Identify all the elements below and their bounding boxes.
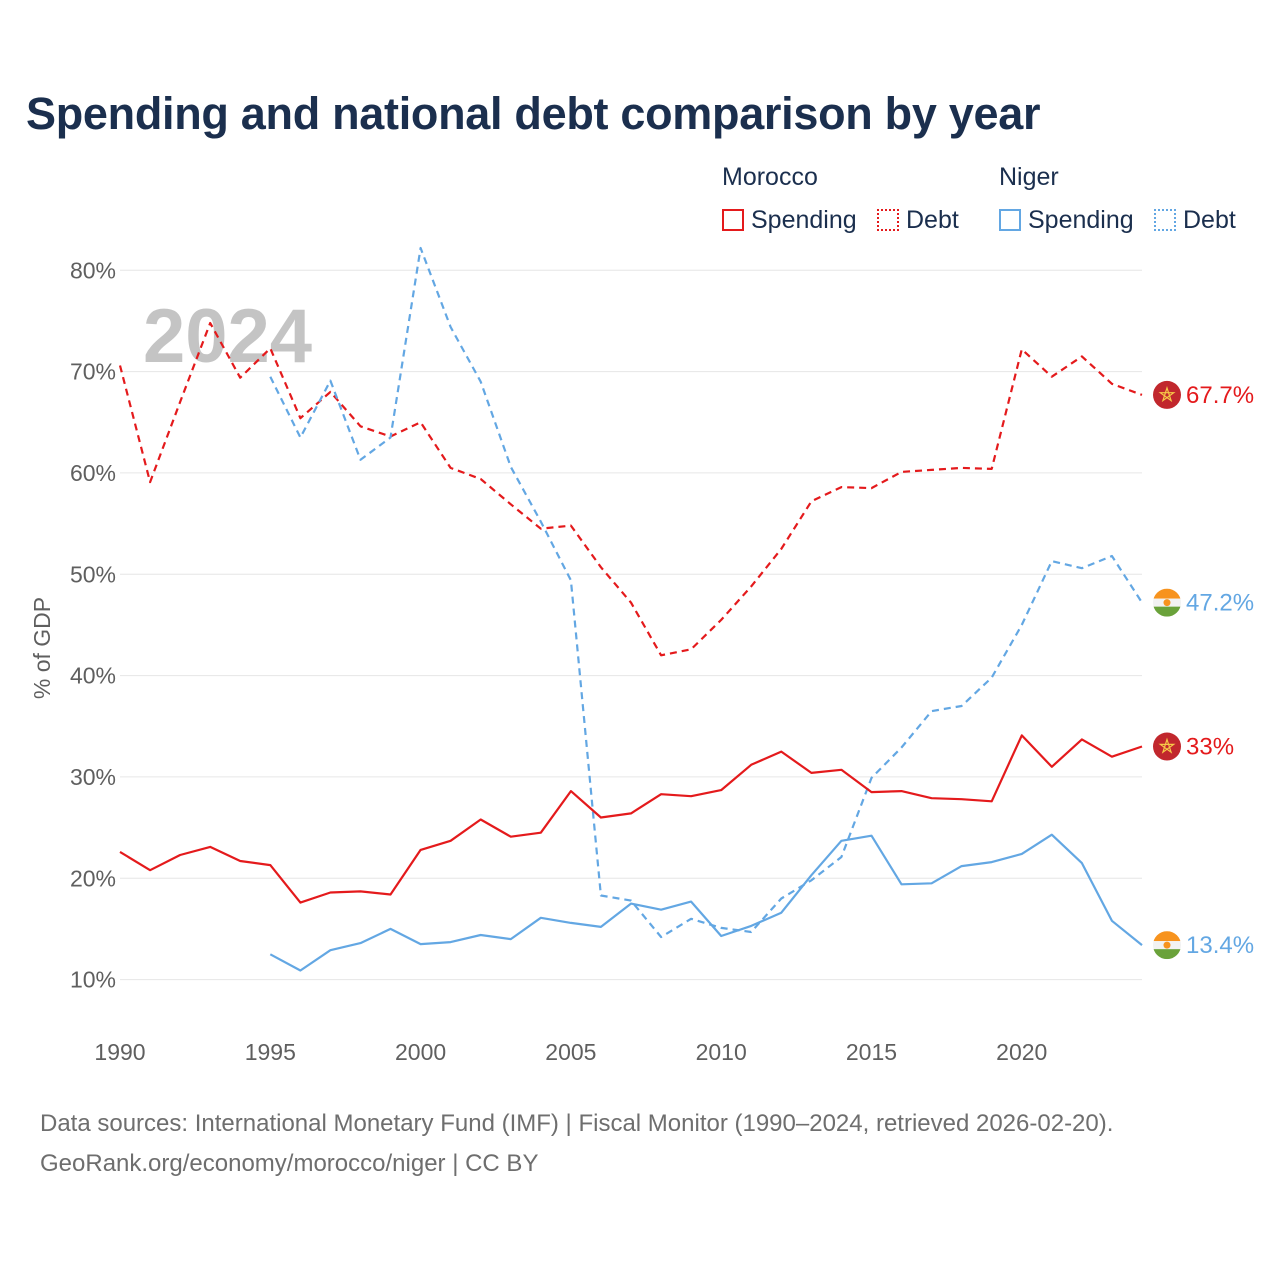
legend-item-morocco-spending[interactable]: Spending [722, 204, 857, 236]
legend-label: Debt [906, 205, 959, 234]
legend-label: Spending [751, 205, 857, 234]
y-tick-label: 70% [70, 359, 116, 385]
y-tick-label: 80% [70, 257, 116, 283]
morocco-flag-icon [1153, 380, 1181, 409]
x-tick-label: 2000 [395, 1039, 446, 1065]
niger-flag-icon [1153, 931, 1181, 960]
end-markers: 67.7% 47.2% 33% 13.4% [1153, 380, 1254, 960]
legend-swatch-dotted-icon [1154, 209, 1176, 231]
y-tick-label: 10% [70, 967, 116, 993]
end-value-label: 47.2% [1186, 590, 1254, 617]
x-tick-label: 1990 [94, 1039, 145, 1065]
niger-flag-icon [1153, 588, 1181, 617]
y-tick-label: 30% [70, 764, 116, 790]
y-tick-label: 40% [70, 663, 116, 689]
end-value-label: 67.7% [1186, 382, 1254, 409]
legend-swatch-dotted-icon [877, 209, 899, 231]
x-axis: 1990 1995 2000 2005 2010 2015 2020 [94, 1039, 1047, 1065]
legend-item-morocco-debt[interactable]: Debt [877, 204, 959, 236]
legend-item-niger-spending[interactable]: Spending [999, 204, 1134, 236]
legend-item-niger-debt[interactable]: Debt [1154, 204, 1236, 236]
legend-title-niger: Niger [999, 163, 1059, 191]
end-value-label: 33% [1186, 734, 1234, 761]
series-line-niger-debt[interactable] [269, 246, 1143, 939]
legend-swatch-solid-icon [999, 209, 1021, 231]
legend-swatch-solid-icon [722, 209, 744, 231]
series-lines [118, 246, 1143, 972]
x-tick-label: 2020 [996, 1039, 1047, 1065]
x-tick-label: 2010 [696, 1039, 747, 1065]
series-line-morocco-spending[interactable] [119, 734, 1143, 904]
y-tick-label: 50% [70, 561, 116, 587]
legend-label: Spending [1028, 205, 1134, 234]
year-label: 2024 [143, 294, 312, 379]
gridlines [120, 269, 1142, 981]
y-axis: 10% 20% 30% 40% 50% 60% 70% 80% [70, 257, 116, 992]
x-tick-label: 2015 [846, 1039, 897, 1065]
x-tick-label: 1995 [245, 1039, 296, 1065]
series-line-morocco-debt[interactable] [118, 321, 1143, 657]
legend-title-morocco: Morocco [722, 163, 818, 191]
data-source-text: Data sources: International Monetary Fun… [40, 1110, 1114, 1137]
x-tick-label: 2005 [545, 1039, 596, 1065]
line-chart: 10% 20% 30% 40% 50% 60% 70% 80% 1990 1995 2000 200… [29, 246, 1254, 1065]
end-value-label: 13.4% [1186, 932, 1254, 959]
series-line-niger-spending[interactable] [269, 833, 1143, 972]
y-tick-label: 20% [70, 865, 116, 891]
y-axis-title: % of GDP [29, 597, 55, 699]
attribution-link[interactable]: GeoRank.org/economy/morocco/niger | CC B… [40, 1150, 539, 1177]
morocco-flag-icon [1153, 732, 1181, 761]
y-tick-label: 60% [70, 460, 116, 486]
chart-title: Spending and national debt comparison by… [26, 88, 1041, 139]
legend-label: Debt [1183, 205, 1236, 234]
footer: Data sources: International Monetary Fun… [40, 1104, 1113, 1184]
